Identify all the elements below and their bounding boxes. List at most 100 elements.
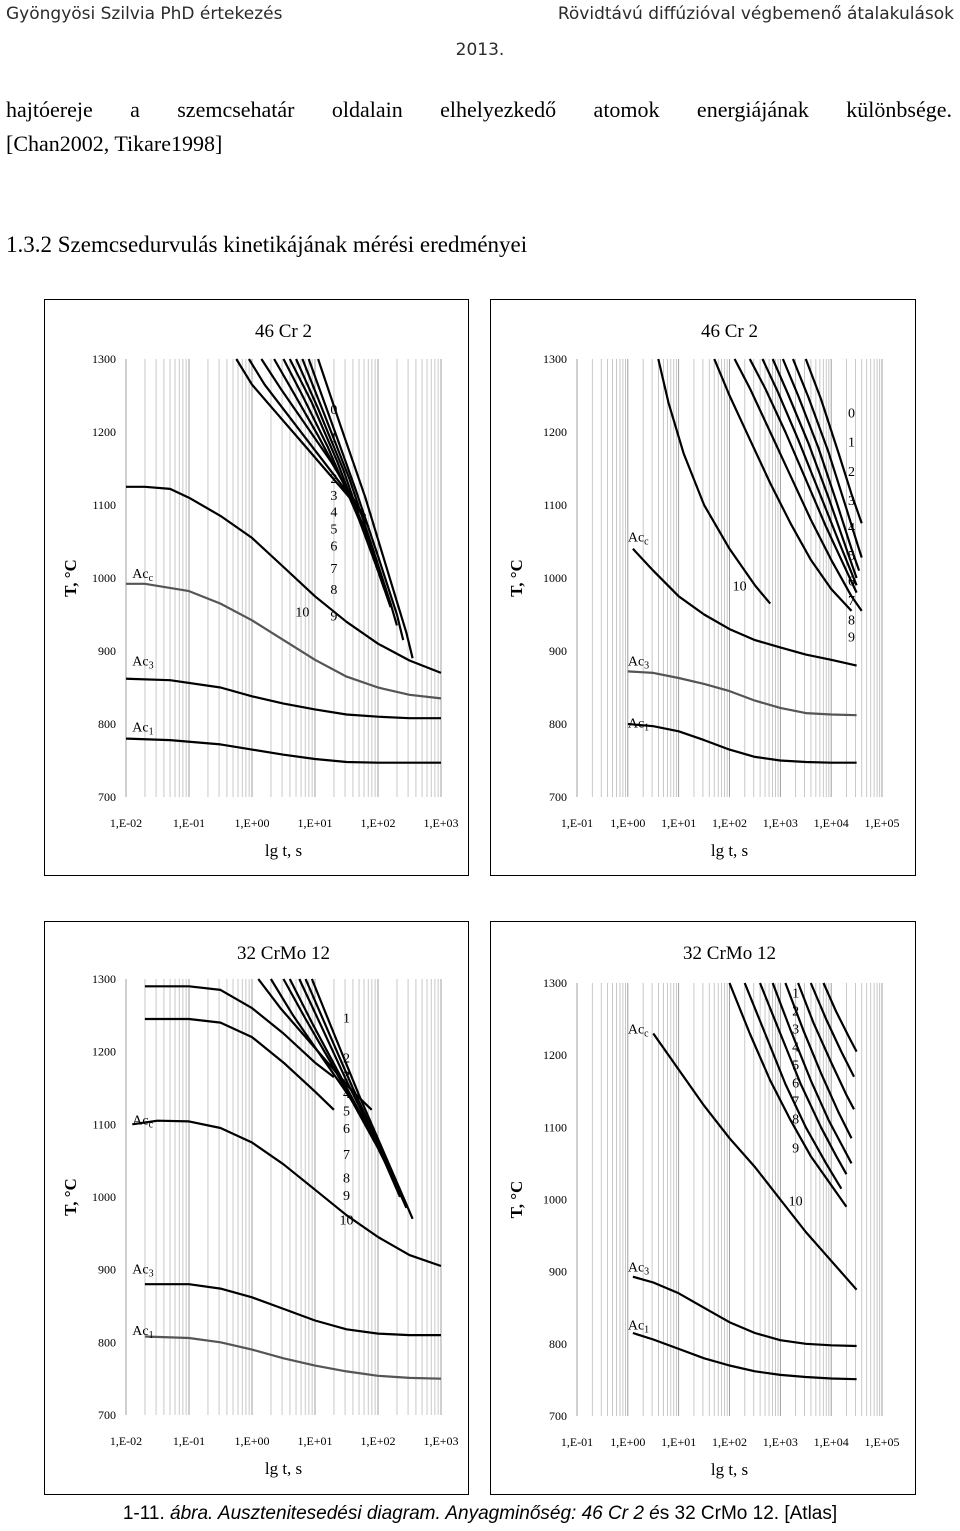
series-line <box>652 1032 858 1291</box>
y-tick-label: 900 <box>549 1265 567 1279</box>
series-line <box>809 982 855 1078</box>
x-tick-label: 1,E+04 <box>814 816 849 830</box>
y-tick-label: 1200 <box>92 425 116 439</box>
y-tick-label: 1200 <box>543 1048 567 1062</box>
series-line <box>298 978 402 1198</box>
curve-label: 1 <box>330 431 337 446</box>
curve-label: 1 <box>848 436 855 451</box>
series-line <box>295 358 392 608</box>
x-tick-label: 1,E+01 <box>297 1434 332 1448</box>
phase-label: Ac3 <box>132 1262 153 1279</box>
x-axis-label: lg t, s <box>711 841 748 860</box>
running-header-right: Rövidtávú diffúzióval végbemenő átalakul… <box>557 4 954 24</box>
y-axis-label: T, °C <box>507 559 526 597</box>
x-tick-label: 1,E+01 <box>661 816 696 830</box>
curve-label: 1 <box>792 986 799 1001</box>
y-tick-label: 1000 <box>543 571 567 585</box>
phase-label: Acc <box>132 1113 153 1130</box>
y-tick-label: 1100 <box>92 498 116 512</box>
curve-label: 0 <box>848 406 855 421</box>
series-line <box>822 982 858 1053</box>
x-tick-label: 1,E+04 <box>814 1435 849 1449</box>
phase-label: Acc <box>132 567 153 584</box>
section-heading: 1.3.2 Szemcsedurvulás kinetikájának méré… <box>6 232 528 257</box>
caption-italic: ábra. Ausztenitesedési diagram. Anyagmin… <box>170 1503 660 1524</box>
series-line <box>144 1335 442 1380</box>
x-tick-label: 1,E+00 <box>610 816 645 830</box>
curve-label: 10 <box>340 1214 354 1229</box>
curve-label: 3 <box>792 1023 799 1038</box>
phase-label: Ac3 <box>628 655 649 672</box>
series-line <box>307 358 405 641</box>
y-tick-label: 1300 <box>543 976 567 990</box>
y-tick-label: 1000 <box>92 1190 116 1204</box>
curve-label: 10 <box>733 579 747 594</box>
body-paragraph-line-1: hajtóereje a szemcsehatár oldalain elhel… <box>6 97 952 122</box>
curve-label: 2 <box>848 465 855 480</box>
body-paragraph-line-2: [Chan2002, Tikare1998] <box>6 131 223 156</box>
x-tick-label: 1,E+02 <box>712 816 747 830</box>
curve-label: 4 <box>330 506 337 521</box>
curve-label: 8 <box>330 583 337 598</box>
x-axis-label: lg t, s <box>265 1459 302 1478</box>
x-tick-label: 1,E-02 <box>110 816 142 830</box>
y-tick-label: 900 <box>98 644 116 658</box>
series-line <box>125 737 441 764</box>
series-line <box>791 358 863 558</box>
curve-label: 5 <box>330 522 337 537</box>
phase-label: Ac1 <box>628 717 649 734</box>
series-line <box>317 358 414 659</box>
series-line <box>632 548 857 667</box>
curve-label: 8 <box>848 614 855 629</box>
phase-label: Acc <box>628 531 649 548</box>
y-tick-label: 900 <box>549 644 567 658</box>
series-line <box>627 722 857 764</box>
series-line <box>144 1017 335 1111</box>
curve-label: 4 <box>792 1041 799 1056</box>
y-axis-label: T, °C <box>61 1178 80 1216</box>
x-tick-label: 1,E-02 <box>110 1434 142 1448</box>
series-line <box>310 978 414 1220</box>
curve-label: 3 <box>343 1070 350 1085</box>
y-tick-label: 800 <box>549 717 567 731</box>
x-tick-label: 1,E+03 <box>763 1435 798 1449</box>
series-line <box>761 358 858 586</box>
x-tick-label: 1,E+02 <box>712 1435 747 1449</box>
running-header-left: Gyöngyösi Szilvia PhD értekezés <box>6 4 283 24</box>
y-tick-label: 900 <box>98 1263 116 1277</box>
x-tick-label: 1,E+03 <box>423 816 458 830</box>
x-tick-label: 1,E+03 <box>423 1434 458 1448</box>
series-line <box>126 582 442 700</box>
series-line <box>804 358 863 524</box>
curve-label: 10 <box>789 1194 803 1209</box>
series-line <box>301 358 398 626</box>
y-tick-label: 1000 <box>92 571 116 585</box>
x-tick-label: 1,E-01 <box>173 816 205 830</box>
series-line <box>781 358 861 572</box>
series-line <box>713 358 853 612</box>
phase-label: Ac3 <box>628 1261 649 1278</box>
y-tick-label: 700 <box>98 790 116 804</box>
y-tick-label: 1000 <box>543 1193 567 1207</box>
x-tick-label: 1,E+00 <box>610 1435 645 1449</box>
curve-label: 6 <box>848 574 855 589</box>
series-line <box>144 1283 441 1337</box>
y-tick-label: 700 <box>549 1409 567 1423</box>
chart-32crmo12-left: 1300 1200 1100 1000 900 800 700 1,E-02 1,E-01 1,E… <box>44 921 469 1495</box>
curve-label: 2 <box>330 472 337 487</box>
curve-label: 6 <box>330 539 337 554</box>
series-line <box>144 985 335 1078</box>
curve-label: 8 <box>792 1113 799 1128</box>
x-tick-label: 1,E+01 <box>297 816 332 830</box>
y-axis-label: T, °C <box>507 1181 526 1219</box>
y-axis-label: T, °C <box>61 559 80 597</box>
y-tick-label: 1300 <box>92 352 116 366</box>
curve-label: 7 <box>330 562 337 577</box>
series-line <box>771 982 853 1164</box>
series-line <box>733 358 863 612</box>
figure-caption: 1-11. ábra. Ausztenitesedési diagram. An… <box>0 1503 960 1525</box>
series-line <box>743 982 843 1190</box>
chart-32crmo12-right: 1300 1200 1100 1000 900 800 700 1,E-01 1,E+00 1,E… <box>490 921 916 1495</box>
phase-label: Ac1 <box>628 1318 649 1335</box>
